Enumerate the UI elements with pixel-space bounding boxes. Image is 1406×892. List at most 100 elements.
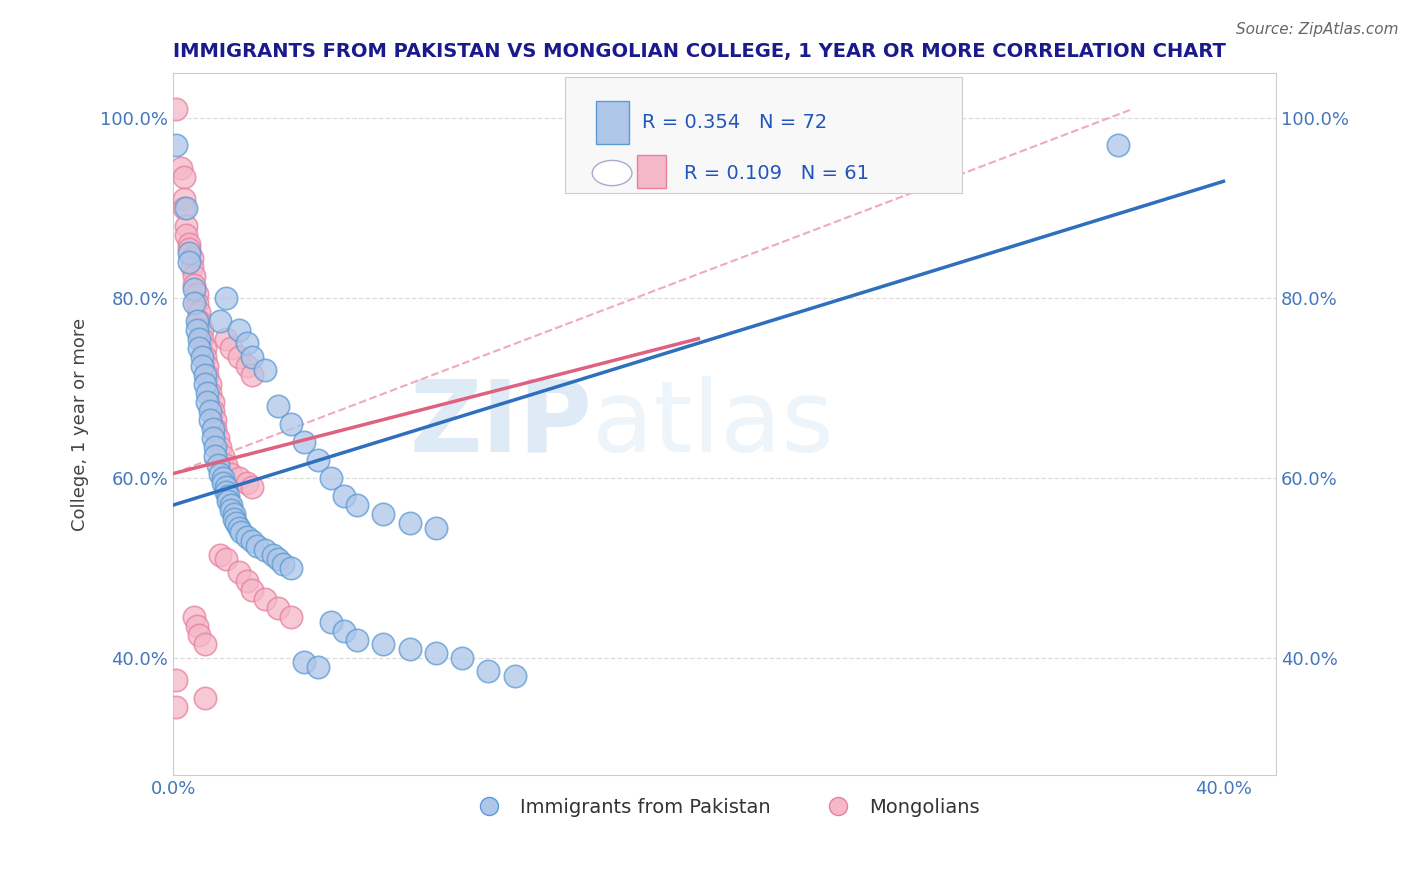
Point [240,350,263,364]
Point [228,566,250,580]
Point [183,268,205,283]
Point [212,449,235,463]
Point [204,440,226,454]
Point [228,471,250,485]
Point [228,350,250,364]
Point [398,641,420,656]
Point [180,251,202,265]
Point [1107,138,1129,153]
Point [346,498,368,512]
Text: R = 0.354   N = 72: R = 0.354 N = 72 [643,113,827,132]
Point [173,169,195,184]
Point [294,656,316,670]
Point [177,246,200,260]
Point [209,467,232,481]
Point [219,502,242,516]
Point [198,403,221,417]
Point [183,610,205,624]
Point [231,524,253,539]
Point [188,332,211,346]
Point [451,651,474,665]
Point [294,435,316,450]
Point [228,520,250,534]
Point [191,332,214,346]
Point [188,341,211,355]
Point [319,471,342,485]
Point [194,368,217,382]
Point [212,475,235,490]
Point [273,557,295,571]
Point [191,350,214,364]
Point [267,552,290,566]
Point [477,665,499,679]
FancyBboxPatch shape [596,102,628,144]
Point [235,475,257,490]
Point [165,673,187,688]
Point [333,624,356,638]
Point [195,385,218,400]
Point [398,516,420,530]
Point [219,498,242,512]
Point [204,449,226,463]
Point [201,403,224,417]
Point [254,543,277,558]
Point [212,471,235,485]
Point [373,637,395,651]
Point [346,632,368,647]
Point [177,242,200,256]
Point [176,219,198,234]
FancyBboxPatch shape [637,155,666,188]
Point [373,507,395,521]
Point [183,282,205,296]
Point [186,323,208,337]
Point [165,700,187,714]
Point [215,291,238,305]
Point [425,520,447,534]
Point [177,255,200,269]
Point [204,412,226,426]
Point [222,511,245,525]
Text: Source: ZipAtlas.com: Source: ZipAtlas.com [1236,22,1399,37]
Point [186,295,208,310]
Text: IMMIGRANTS FROM PAKISTAN VS MONGOLIAN COLLEGE, 1 YEAR OR MORE CORRELATION CHART: IMMIGRANTS FROM PAKISTAN VS MONGOLIAN CO… [173,42,1226,61]
Point [319,615,342,629]
Point [215,332,238,346]
Point [165,103,187,117]
Point [198,412,221,426]
Point [180,260,202,274]
Point [201,431,224,445]
Point [240,583,263,598]
Y-axis label: College, 1 year or more: College, 1 year or more [72,318,89,531]
Point [280,561,302,575]
FancyBboxPatch shape [565,77,962,193]
Point [235,359,257,373]
Point [195,368,218,382]
Point [191,323,214,337]
Point [240,534,263,549]
Point [425,647,447,661]
Point [194,341,217,355]
Point [183,277,205,292]
Circle shape [592,161,631,186]
Point [188,304,211,318]
Point [183,295,205,310]
Point [254,363,277,377]
Point [204,422,226,436]
Point [267,601,290,615]
Point [235,574,257,589]
Point [188,314,211,328]
Point [222,507,245,521]
Legend: Immigrants from Pakistan, Mongolians: Immigrants from Pakistan, Mongolians [461,790,988,825]
Point [207,431,229,445]
Point [201,422,224,436]
Text: atlas: atlas [592,376,834,473]
Point [217,493,239,508]
Point [173,192,195,206]
Point [262,548,284,562]
Point [186,286,208,301]
Point [246,539,269,553]
Point [215,484,238,499]
Point [307,453,329,467]
Text: R = 0.109   N = 61: R = 0.109 N = 61 [683,163,869,183]
Point [215,552,238,566]
